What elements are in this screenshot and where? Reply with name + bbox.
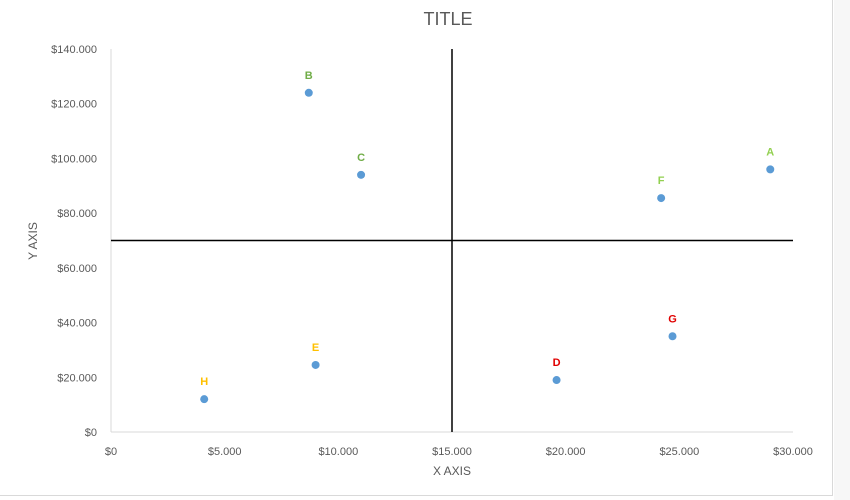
data-label-g: G	[668, 313, 677, 325]
data-point-g	[668, 332, 677, 341]
y-tick-label: $140.000	[51, 44, 97, 56]
chart-title: TITLE	[423, 9, 472, 29]
x-axis-tick-labels: $0 $5.000 $10.000 $15.000 $20.000 $25.000 $30.…	[105, 446, 813, 458]
y-tick-label: $80.000	[57, 208, 97, 220]
y-tick-label: $100.000	[51, 153, 97, 165]
data-point-a	[766, 165, 775, 174]
data-points: A B C D E F G H	[200, 70, 775, 404]
sheet-edge	[834, 0, 850, 500]
reference-lines	[111, 49, 793, 432]
data-label-b: B	[305, 70, 313, 82]
x-axis-title: X AXIS	[433, 464, 471, 478]
data-label-d: D	[553, 357, 561, 369]
data-label-c: C	[357, 152, 365, 164]
data-point-c	[357, 170, 366, 179]
data-label-f: F	[658, 175, 665, 187]
x-tick-label: $0	[105, 446, 117, 458]
y-tick-label: $120.000	[51, 99, 97, 111]
x-tick-label: $20.000	[546, 446, 586, 458]
y-tick-label: $20.000	[57, 372, 97, 384]
y-tick-label: $0	[85, 427, 97, 439]
x-tick-label: $30.000	[773, 446, 813, 458]
data-point-h	[200, 395, 209, 404]
data-point-d	[552, 376, 561, 385]
y-axis-tick-labels: $0 $20.000 $40.000 $60.000 $80.000 $100.000 $1…	[51, 44, 97, 439]
data-point-e	[311, 360, 320, 369]
y-axis-title: Y AXIS	[26, 222, 40, 260]
data-point-b	[304, 88, 313, 97]
x-tick-label: $15.000	[432, 446, 472, 458]
y-tick-label: $40.000	[57, 318, 97, 330]
x-tick-label: $25.000	[659, 446, 699, 458]
data-label-a: A	[766, 146, 774, 158]
data-label-e: E	[312, 342, 319, 354]
y-tick-label: $60.000	[57, 263, 97, 275]
data-point-f	[657, 194, 666, 203]
data-label-h: H	[200, 376, 208, 388]
x-tick-label: $10.000	[318, 446, 358, 458]
x-tick-label: $5.000	[208, 446, 242, 458]
